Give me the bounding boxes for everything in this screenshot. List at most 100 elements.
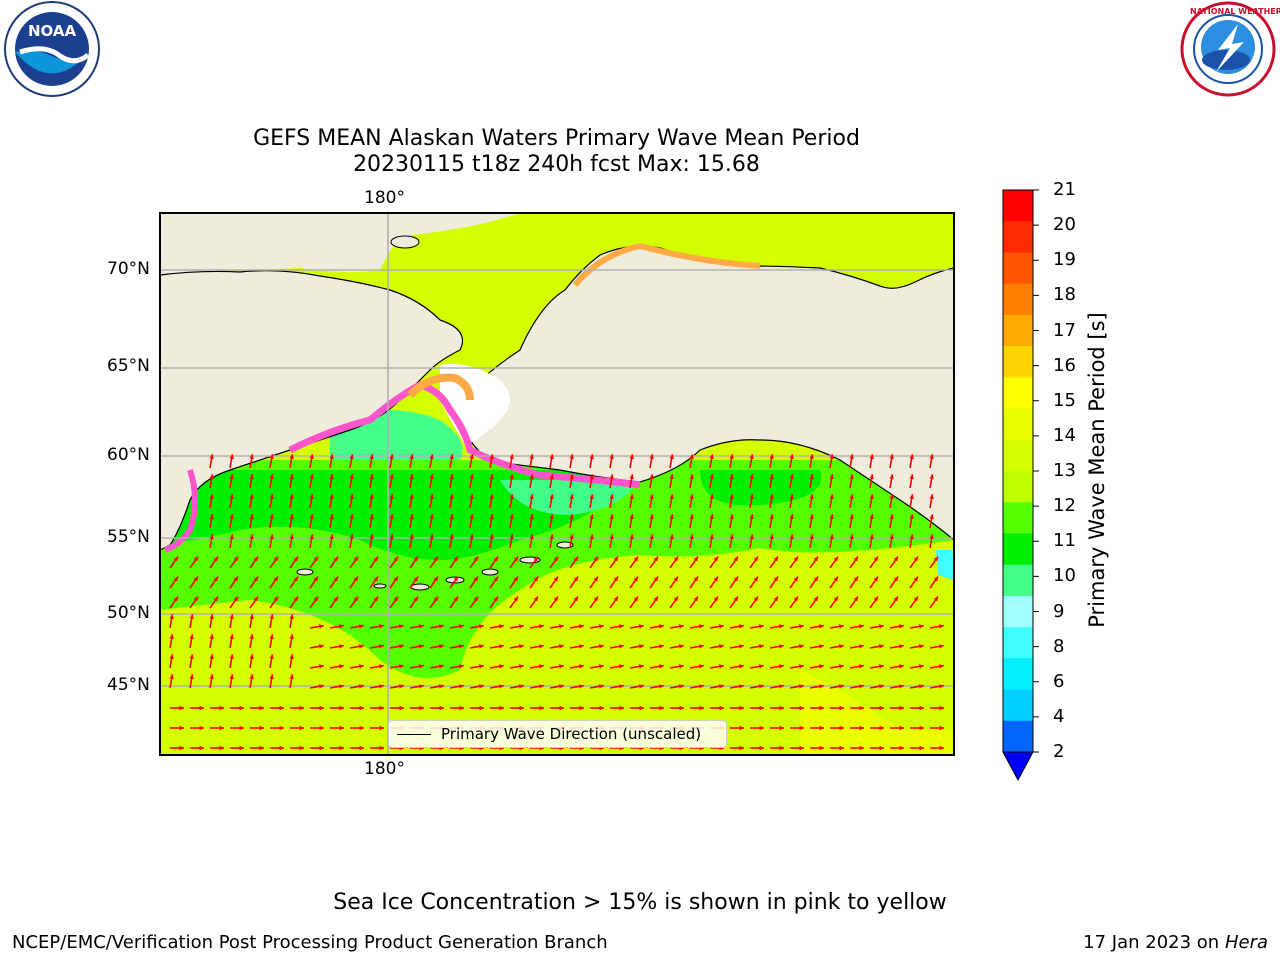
wave-arrow-head xyxy=(439,624,444,629)
wave-arrow-head xyxy=(609,494,614,499)
colorbar-tick-label: 16 xyxy=(1053,354,1076,376)
wave-arrow-head xyxy=(569,454,574,459)
wave-arrow-head xyxy=(319,684,324,689)
wave-arrow-head xyxy=(633,576,639,582)
wave-arrow-head xyxy=(329,534,334,539)
wave-arrow-head xyxy=(839,624,844,629)
wave-arrow-head xyxy=(899,725,904,731)
wave-arrow-head xyxy=(759,725,764,731)
wave-arrow-head xyxy=(499,664,504,669)
colorbar-tick-label: 2 xyxy=(1053,741,1065,762)
wave-arrow-head xyxy=(579,664,584,669)
wave-arrow-head xyxy=(549,534,554,539)
colorbar-tick-label: 18 xyxy=(1053,284,1076,306)
wave-arrow-head xyxy=(249,674,254,679)
colorbar-tick-label: 21 xyxy=(1053,179,1076,200)
wave-arrow-head xyxy=(899,745,904,751)
wave-arrow-head xyxy=(329,454,334,459)
legend-label: Primary Wave Direction (unscaled) xyxy=(441,725,702,743)
wave-arrow-head xyxy=(649,534,654,539)
footer-host: Hera xyxy=(1224,932,1268,953)
wave-arrow-head xyxy=(209,534,214,539)
wave-arrow-head xyxy=(249,494,254,499)
wave-arrow-head xyxy=(739,725,744,731)
wave-arrow-head xyxy=(639,644,644,649)
wave-arrow-head xyxy=(259,745,264,751)
colorbar-swatch xyxy=(1003,408,1033,441)
wave-arrow-head xyxy=(459,705,464,711)
wave-arrow-head xyxy=(913,556,919,562)
wave-arrow-head xyxy=(779,745,784,751)
wave-arrow-head xyxy=(189,674,194,679)
wave-arrow-head xyxy=(229,514,234,519)
wave-arrow-head xyxy=(473,596,479,602)
wave-arrow-head xyxy=(659,684,664,689)
wave-arrow-head xyxy=(879,664,884,669)
wave-arrow-head xyxy=(709,474,714,479)
wave-arrow-head xyxy=(849,514,854,519)
wave-arrow-head xyxy=(189,654,194,659)
wave-arrow-head xyxy=(439,684,444,689)
wave-arrow-head xyxy=(859,745,864,751)
wave-arrow-head xyxy=(219,725,224,731)
wave-arrow-head xyxy=(819,745,824,751)
wave-arrow-head xyxy=(249,454,254,459)
wave-arrow-head xyxy=(179,725,184,731)
wave-arrow-head xyxy=(453,556,459,562)
wave-arrow-head xyxy=(299,725,304,731)
wave-arrow-head xyxy=(629,474,634,479)
wave-arrow-head xyxy=(349,514,354,519)
wave-arrow-head xyxy=(479,664,484,669)
colorbar-swatch xyxy=(1003,564,1033,597)
wave-arrow-head xyxy=(609,474,614,479)
wave-arrow-head xyxy=(749,494,754,499)
wave-arrow-head xyxy=(589,514,594,519)
colorbar-tick-label: 11 xyxy=(1053,530,1076,552)
wave-arrow-head xyxy=(549,514,554,519)
wave-arrow-head xyxy=(679,624,684,629)
colorbar-swatch xyxy=(1003,314,1033,347)
wave-arrow-head xyxy=(659,624,664,629)
wave-arrow-head xyxy=(269,634,274,639)
wave-arrow-head xyxy=(889,534,894,539)
wave-arrow-head xyxy=(229,494,234,499)
wave-arrow-head xyxy=(699,705,704,711)
wave-arrow-head xyxy=(359,624,364,629)
wave-arrow-head xyxy=(229,654,234,659)
wave-arrow-head xyxy=(509,534,514,539)
wave-arrow-head xyxy=(469,514,474,519)
colorbar-swatch xyxy=(1003,689,1033,722)
wave-arrow-head xyxy=(469,474,474,479)
wave-arrow-head xyxy=(889,474,894,479)
wave-arrow-head xyxy=(793,576,799,582)
sea-ice-orange xyxy=(407,373,474,401)
wave-arrow-head xyxy=(909,454,914,459)
wave-arrow-head xyxy=(389,494,394,499)
wave-arrow-head xyxy=(489,514,494,519)
wave-arrow-head xyxy=(749,534,754,539)
wave-arrow-head xyxy=(293,596,299,602)
wave-arrow-head xyxy=(519,644,524,649)
colorbar-swatch xyxy=(1003,377,1033,410)
wave-arrow-head xyxy=(813,556,819,562)
wave-arrow-head xyxy=(179,745,184,751)
wave-arrow-head xyxy=(249,514,254,519)
wave-arrow-head xyxy=(779,664,784,669)
wave-arrow-head xyxy=(919,684,924,689)
wave-arrow-head xyxy=(733,576,739,582)
wave-arrow-head xyxy=(819,705,824,711)
colorbar-swatch xyxy=(1003,627,1033,659)
wave-arrow-head xyxy=(879,624,884,629)
wave-arrow-head xyxy=(449,534,454,539)
wave-arrow-head xyxy=(399,624,404,629)
colorbar-tick-label: 14 xyxy=(1053,424,1076,446)
wave-arrow-head xyxy=(269,534,274,539)
wave-arrow-head xyxy=(859,664,864,669)
colorbar-swatch xyxy=(1003,595,1033,628)
wave-arrow-head xyxy=(699,624,704,629)
wave-arrow-head xyxy=(489,494,494,499)
wave-arrow-head xyxy=(399,705,404,711)
wave-arrow-head xyxy=(473,576,479,582)
wave-arrow-head xyxy=(899,644,904,649)
lon-label-top: 180° xyxy=(364,188,405,208)
